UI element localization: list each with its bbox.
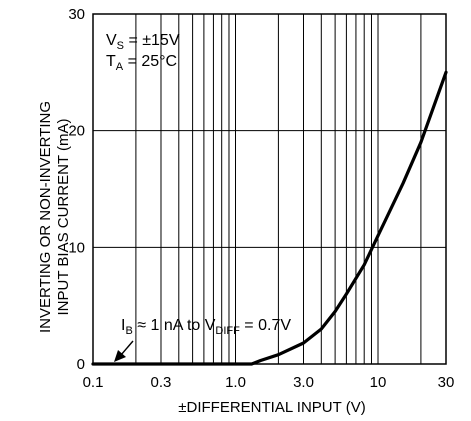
input-bias-annotation: IB ≈ 1 nA to VDIFF = 0.7V [121, 317, 291, 337]
x-tick-label: 3.0 [293, 374, 314, 391]
y-tick-label: 30 [68, 6, 85, 23]
y-axis-label-line1: INVERTING OR NON-INVERTING [37, 101, 54, 333]
y-tick-label: 20 [68, 123, 85, 140]
x-tick-label: 30 [438, 374, 455, 391]
annotation-arrow [114, 340, 134, 362]
y-tick-labels: 0 10 20 30 [68, 6, 85, 373]
y-axis-label: INVERTING OR NON-INVERTING INPUT BIAS CU… [37, 101, 72, 333]
x-tick-label: 0.1 [83, 374, 104, 391]
x-tick-label: 10 [370, 374, 387, 391]
y-tick-label: 10 [68, 239, 85, 256]
x-tick-label: 1.0 [225, 374, 246, 391]
y-tick-label: 0 [77, 356, 85, 373]
plot-frame [92, 13, 447, 365]
bias-current-curve [91, 70, 448, 366]
supply-voltage-annotation: VS = ±15V [106, 32, 180, 52]
x-tick-labels: 0.1 0.3 1.0 3.0 10 30 [83, 374, 455, 391]
x-axis-label: ±DIFFERENTIAL INPUT (V) [178, 399, 365, 416]
temperature-annotation: TA = 25°C [106, 53, 177, 73]
grid-lines [93, 14, 447, 364]
y-axis-label-line2: INPUT BIAS CURRENT (mA) [55, 119, 72, 316]
x-tick-label: 0.3 [151, 374, 172, 391]
